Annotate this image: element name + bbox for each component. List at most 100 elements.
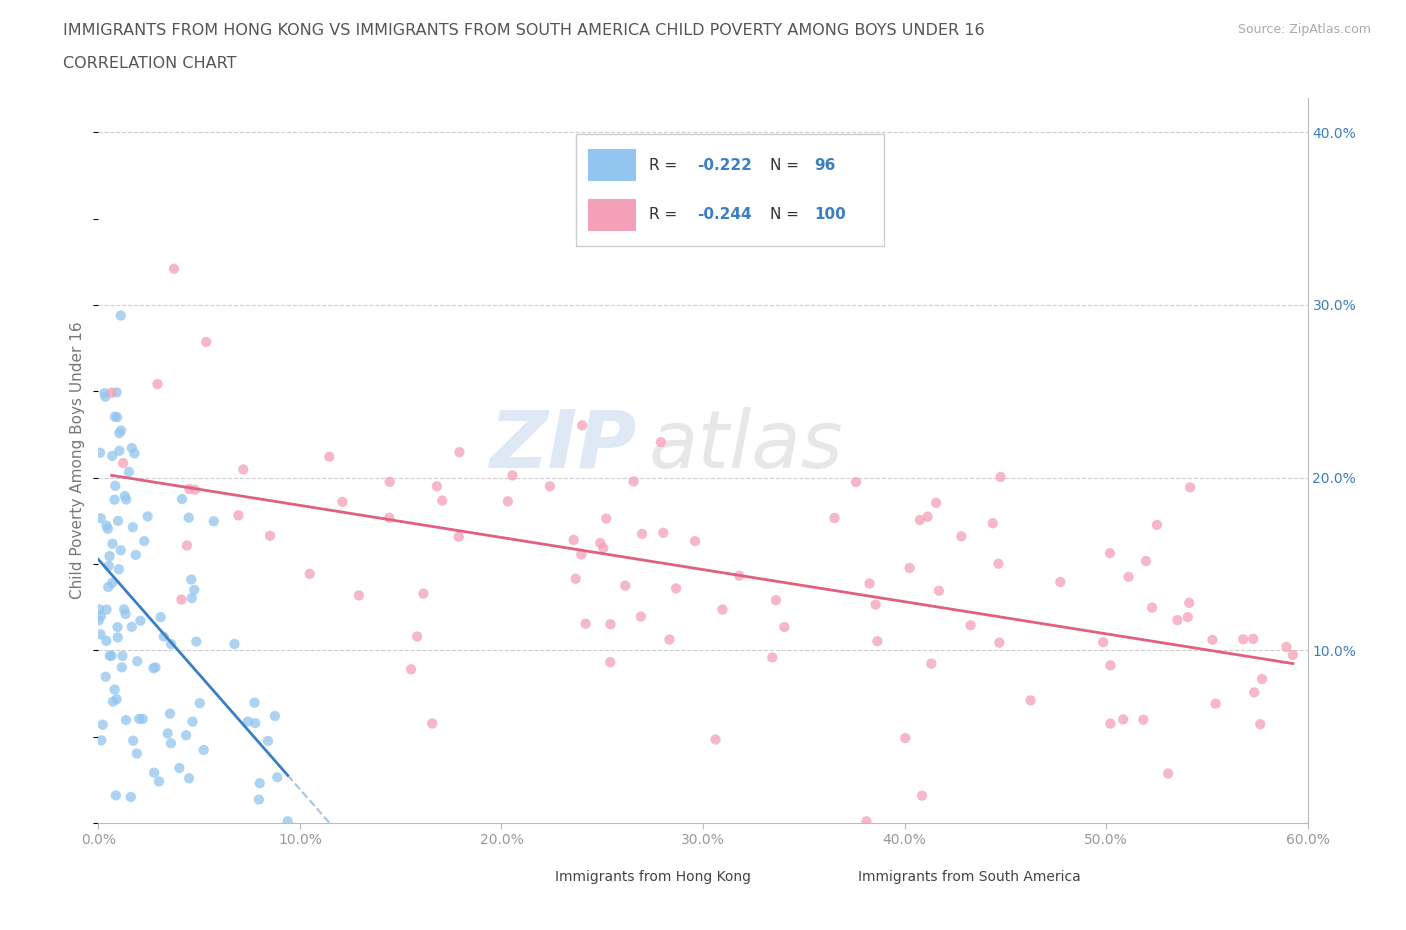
FancyBboxPatch shape [588, 150, 637, 181]
Point [91, 717, 114, 732]
Point [228, 508, 250, 523]
FancyBboxPatch shape [509, 864, 546, 891]
Point [865, 597, 887, 612]
Point [115, 712, 138, 727]
Point [908, 512, 931, 527]
Point [1249, 717, 1271, 732]
Point [104, 682, 127, 697]
Point [894, 731, 917, 746]
Point [149, 610, 172, 625]
Point [224, 636, 246, 651]
Point [683, 534, 706, 549]
Point [101, 694, 124, 709]
Point [114, 488, 136, 503]
Point [115, 492, 138, 507]
Point [114, 606, 136, 621]
Point [142, 661, 165, 676]
Point [90, 609, 112, 624]
Point [866, 634, 889, 649]
Point [188, 696, 211, 711]
Point [121, 619, 143, 634]
Text: N =: N = [769, 158, 803, 173]
Point [562, 533, 585, 548]
Point [1019, 693, 1042, 708]
Point [824, 511, 846, 525]
Point [259, 528, 281, 543]
Point [538, 479, 561, 494]
Point [501, 468, 523, 483]
Point [569, 547, 592, 562]
Point [232, 462, 254, 477]
Point [412, 586, 434, 601]
Point [1118, 569, 1140, 584]
Point [1177, 610, 1199, 625]
Point [100, 648, 122, 663]
Point [112, 456, 135, 471]
Point [845, 474, 868, 489]
Point [981, 516, 1004, 531]
Point [136, 509, 159, 524]
Point [134, 534, 156, 549]
Point [761, 650, 783, 665]
Point [652, 525, 675, 540]
Point [110, 543, 132, 558]
Point [1157, 766, 1180, 781]
Point [1241, 631, 1264, 646]
Point [236, 714, 259, 729]
Point [184, 483, 207, 498]
Point [631, 526, 654, 541]
Point [650, 434, 672, 449]
Point [159, 706, 181, 721]
Point [1098, 546, 1121, 561]
Point [990, 470, 1012, 485]
Point [665, 581, 688, 596]
Point [599, 617, 621, 631]
Point [180, 572, 202, 587]
Point [595, 512, 617, 526]
Point [773, 619, 796, 634]
Point [378, 474, 401, 489]
Point [1146, 517, 1168, 532]
Point [1282, 647, 1305, 662]
Point [711, 602, 734, 617]
FancyBboxPatch shape [811, 864, 848, 891]
Point [107, 513, 129, 528]
Point [249, 776, 271, 790]
Point [108, 562, 131, 577]
Point [143, 765, 166, 780]
Text: IMMIGRANTS FROM HONG KONG VS IMMIGRANTS FROM SOUTH AMERICA CHILD POVERTY AMONG B: IMMIGRANTS FROM HONG KONG VS IMMIGRANTS … [63, 23, 984, 38]
Point [245, 716, 267, 731]
Point [917, 510, 939, 525]
Point [110, 308, 132, 323]
Point [96, 602, 118, 617]
Point [127, 654, 149, 669]
Point [186, 634, 208, 649]
Point [765, 592, 787, 607]
Text: R =: R = [648, 158, 682, 173]
Point [858, 576, 880, 591]
Text: 100: 100 [814, 207, 846, 222]
Point [257, 734, 280, 749]
Point [111, 648, 134, 663]
Text: -0.244: -0.244 [697, 207, 752, 222]
Point [145, 660, 167, 675]
Point [174, 728, 197, 743]
Point [104, 409, 127, 424]
Point [564, 571, 586, 586]
FancyBboxPatch shape [576, 134, 884, 246]
Point [378, 511, 401, 525]
Point [1275, 640, 1298, 655]
Point [112, 602, 135, 617]
Point [264, 709, 287, 724]
Point [89, 445, 111, 460]
Point [1178, 595, 1201, 610]
Point [104, 478, 127, 493]
Point [107, 619, 129, 634]
Point [704, 732, 727, 747]
Point [928, 583, 950, 598]
Point [107, 630, 129, 644]
Point [1092, 635, 1115, 650]
Point [97, 559, 120, 574]
Point [574, 617, 596, 631]
Point [111, 660, 134, 675]
